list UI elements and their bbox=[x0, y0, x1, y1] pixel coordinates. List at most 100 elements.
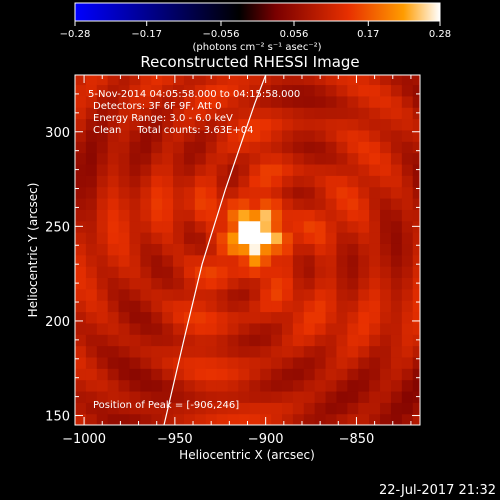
heatmap-cell bbox=[390, 84, 403, 97]
heatmap-cell bbox=[292, 356, 305, 369]
heatmap-cell bbox=[401, 356, 414, 369]
heatmap-cell bbox=[162, 197, 174, 210]
heatmap-cell bbox=[162, 243, 174, 256]
heatmap-cell bbox=[183, 402, 196, 415]
heatmap-cell bbox=[194, 390, 207, 403]
heatmap-cell bbox=[107, 334, 120, 347]
heatmap-cell bbox=[336, 232, 348, 244]
heatmap-cell bbox=[162, 368, 174, 381]
heatmap-cell bbox=[151, 95, 163, 108]
heatmap-cell bbox=[118, 254, 131, 267]
heatmap-cell bbox=[358, 84, 370, 97]
heatmap-cell bbox=[85, 300, 98, 313]
heatmap-cell bbox=[194, 175, 207, 188]
heatmap-cell bbox=[358, 345, 370, 358]
heatmap-cell bbox=[314, 107, 327, 120]
heatmap-cell bbox=[118, 402, 131, 415]
heatmap-cell bbox=[151, 322, 163, 335]
heatmap-cell bbox=[140, 175, 152, 188]
x-tick-label: −1000 bbox=[62, 432, 106, 447]
heatmap-cell bbox=[75, 311, 87, 324]
y-tick-label: 200 bbox=[45, 315, 70, 330]
footer-timestamp: 22-Jul-2017 21:32 bbox=[379, 483, 496, 498]
heatmap-cell bbox=[151, 84, 163, 97]
heatmap-cell bbox=[347, 288, 359, 301]
heatmap-cell bbox=[336, 243, 348, 256]
heatmap-cell bbox=[390, 334, 403, 347]
heatmap-cell bbox=[238, 345, 250, 358]
heatmap-cell bbox=[347, 390, 359, 403]
heatmap-cell bbox=[336, 209, 348, 222]
heatmap-cell bbox=[194, 334, 207, 347]
heatmap-cell bbox=[292, 163, 305, 176]
heatmap-cell bbox=[183, 107, 196, 120]
heatmap-cell bbox=[107, 107, 120, 120]
heatmap-cell bbox=[282, 379, 294, 392]
heatmap-cell bbox=[282, 311, 294, 324]
heatmap-cell bbox=[314, 413, 327, 425]
heatmap-cell bbox=[173, 311, 185, 324]
heatmap-cell bbox=[249, 129, 261, 142]
heatmap-cell bbox=[151, 186, 163, 199]
heatmap-cell bbox=[390, 368, 403, 381]
heatmap-cell bbox=[292, 129, 305, 142]
heatmap-cell bbox=[129, 175, 141, 188]
heatmap-cell bbox=[336, 356, 348, 369]
heatmap-cell bbox=[227, 107, 240, 120]
heatmap-cell bbox=[380, 390, 392, 403]
heatmap-cell bbox=[271, 300, 283, 313]
heatmap-cell bbox=[282, 334, 294, 347]
heatmap-cell bbox=[85, 141, 98, 154]
heatmap-cell bbox=[96, 266, 109, 279]
heatmap-cell bbox=[314, 232, 327, 244]
heatmap-cell bbox=[260, 345, 272, 358]
heatmap-cell bbox=[249, 243, 261, 256]
heatmap-cell bbox=[173, 95, 185, 108]
heatmap-cell bbox=[129, 345, 141, 358]
heatmap-cell bbox=[96, 288, 109, 301]
heatmap-cell bbox=[282, 413, 294, 425]
heatmap-cell bbox=[118, 220, 131, 233]
heatmap-cell bbox=[129, 277, 141, 290]
heatmap-cell bbox=[107, 118, 120, 131]
heatmap-cell bbox=[369, 107, 381, 120]
heatmap-cell bbox=[162, 334, 174, 347]
heatmap-cell bbox=[129, 107, 141, 120]
heatmap-cell bbox=[336, 413, 348, 425]
heatmap-cell bbox=[369, 266, 381, 279]
heatmap-cell bbox=[282, 356, 294, 369]
heatmap-cell bbox=[282, 141, 294, 154]
heatmap-cell bbox=[325, 277, 338, 290]
heatmap-cell bbox=[347, 84, 359, 97]
heatmap-cell bbox=[314, 402, 327, 415]
heatmap-cell bbox=[380, 152, 392, 165]
heatmap-cell bbox=[173, 186, 185, 199]
heatmap-cell bbox=[282, 209, 294, 222]
heatmap-cell bbox=[336, 390, 348, 403]
heatmap-cell bbox=[238, 220, 250, 233]
heatmap-cell bbox=[347, 152, 359, 165]
heatmap-cell bbox=[282, 266, 294, 279]
heatmap-cell bbox=[325, 334, 338, 347]
heatmap-cell bbox=[325, 84, 338, 97]
heatmap-cell bbox=[205, 368, 218, 381]
heatmap-cell bbox=[292, 277, 305, 290]
heatmap-cell bbox=[162, 288, 174, 301]
heatmap-cell bbox=[271, 186, 283, 199]
heatmap-cell bbox=[336, 402, 348, 415]
heatmap-cell bbox=[260, 84, 272, 97]
heatmap-cell bbox=[227, 232, 240, 244]
heatmap-cell bbox=[412, 300, 420, 313]
heatmap-cell bbox=[151, 402, 163, 415]
heatmap-cell bbox=[129, 220, 141, 233]
heatmap-cell bbox=[75, 300, 87, 313]
heatmap-cell bbox=[194, 141, 207, 154]
annotation-peak-position: Position of Peak = [-906,246] bbox=[93, 400, 239, 411]
heatmap-cell bbox=[75, 175, 87, 188]
heatmap-cell bbox=[118, 345, 131, 358]
heatmap-cell bbox=[380, 379, 392, 392]
heatmap-cell bbox=[282, 84, 294, 97]
heatmap-cell bbox=[282, 186, 294, 199]
heatmap-cell bbox=[401, 379, 414, 392]
heatmap-cell bbox=[292, 243, 305, 256]
